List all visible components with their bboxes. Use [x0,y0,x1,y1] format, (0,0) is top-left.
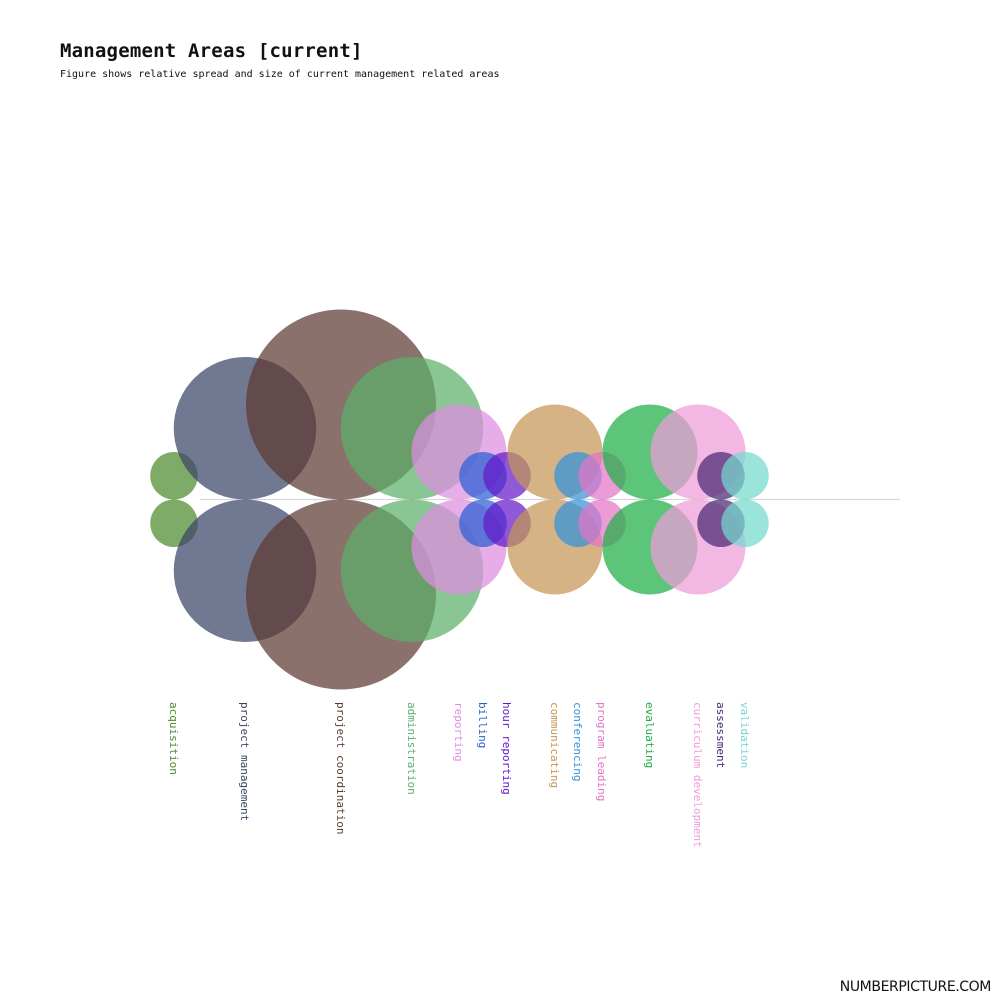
label-reporting: reporting [452,702,465,762]
labels-group: acquisition project management project coo… [167,702,751,848]
label-project-management: project management [238,702,251,821]
footer-brand[interactable]: NUMBERPICTURE.COM [839,979,992,995]
label-conferencing: conferencing [571,702,584,781]
label-program-leading: program leading [595,702,608,801]
bubbles-group [150,309,769,690]
chart-title: Management Areas [current] [60,40,363,62]
label-validation: validation [738,702,751,768]
label-hour-reporting: hour reporting [500,702,513,795]
label-acquisition: acquisition [167,702,180,775]
bubble-bottom-validation[interactable] [721,499,769,548]
label-administration: administration [405,702,418,795]
label-project-coordination: project coordination [334,702,347,834]
bubble-top-validation[interactable] [721,452,769,500]
label-assessment: assessment [714,702,727,768]
label-communicating: communicating [548,702,561,788]
label-billing: billing [476,702,489,748]
label-curriculum-development: curriculum development [691,702,704,848]
label-evaluating: evaluating [643,702,656,768]
chart-subtitle: Figure shows relative spread and size of… [60,69,500,80]
